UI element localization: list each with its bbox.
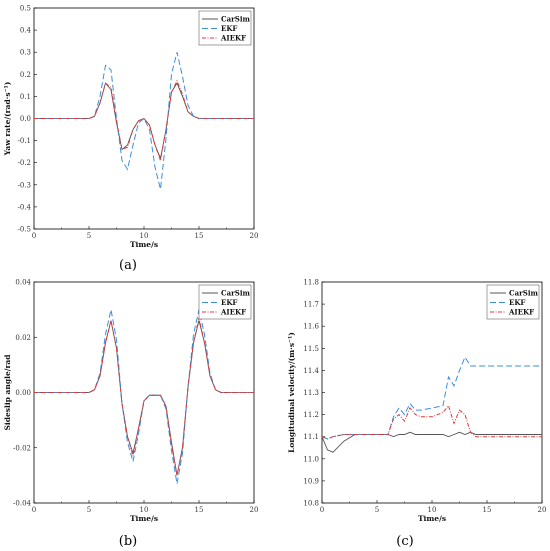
- legend-label-ekf: EKF: [221, 298, 237, 307]
- y-tick-label: 11.5: [303, 345, 319, 353]
- y-axis-label: Yaw rate/(rad·s⁻¹): [3, 82, 12, 157]
- y-tick-label: -0.2: [18, 159, 32, 167]
- x-tick-label: 5: [375, 506, 379, 514]
- legend-label-ekf: EKF: [221, 24, 237, 33]
- x-axis-label: Time/s: [130, 240, 158, 249]
- y-tick-label: 0.02: [15, 334, 31, 342]
- y-tick-label: 10.9: [303, 477, 319, 485]
- y-tick-label: 10.8: [303, 500, 319, 508]
- series-line-carsim: [322, 431, 542, 453]
- legend-label-aiekf: AIEKF: [220, 34, 246, 43]
- panel-a: 0 5 10 15 20 -0.5 -0.4 -0.3 -0.2 -0.1 0.0 0.1 0.2 0.3…: [3, 5, 258, 274]
- y-tick-label: 0.2: [20, 71, 31, 79]
- y-tick-label: 0.3: [20, 49, 31, 57]
- panel-c: 0 5 10 15 20 10.8 10.9 11.0 11.1 11.2 11.3 11.4 11.5…: [287, 279, 546, 550]
- x-tick-label: 0: [320, 506, 324, 514]
- series-line-aiekf: [34, 317, 254, 476]
- series-line-aiekf: [322, 404, 542, 440]
- x-tick-label: 5: [87, 232, 91, 240]
- y-tick-label: -0.02: [13, 444, 31, 452]
- legend-label-carsim: CarSim: [509, 289, 539, 298]
- y-tick-label: -0.4: [18, 203, 32, 211]
- x-axis-label: Time/s: [418, 514, 446, 523]
- y-tick-label: -0.04: [13, 500, 31, 508]
- y-tick-label: 11.7: [303, 301, 319, 309]
- y-tick-label: 11.2: [303, 411, 319, 419]
- x-tick-label: 20: [250, 232, 259, 240]
- y-tick-label: 0.04: [15, 279, 31, 287]
- x-axis-label: Time/s: [130, 514, 158, 523]
- x-tick-label: 10: [140, 232, 149, 240]
- x-tick-label: 15: [483, 506, 492, 514]
- panel-caption: (a): [119, 258, 137, 273]
- legend-label-aiekf: AIEKF: [220, 308, 246, 317]
- series-line-ekf: [34, 52, 254, 190]
- panel-caption: (c): [396, 534, 413, 549]
- x-tick-label: 0: [32, 506, 36, 514]
- y-tick-label: 11.0: [303, 455, 319, 463]
- y-axis-label: Longitudinal velocity/(m·s⁻¹): [287, 332, 296, 453]
- y-tick-label: 0.5: [20, 5, 31, 13]
- x-tick-label: 15: [195, 506, 204, 514]
- y-tick-label: 11.6: [303, 323, 319, 331]
- x-tick-label: 15: [195, 232, 204, 240]
- series-line-aiekf: [34, 79, 254, 163]
- x-tick-label: 5: [87, 506, 91, 514]
- x-tick-label: 0: [32, 232, 36, 240]
- y-tick-label: 0.1: [20, 93, 31, 101]
- y-tick-label: 0.0: [20, 115, 31, 123]
- y-tick-label: -0.5: [18, 226, 32, 234]
- panel-b: 0 5 10 15 20 -0.04 -0.02 0.00 0.02 0.04 Time/s Side…: [3, 279, 258, 550]
- legend-label-carsim: CarSim: [221, 289, 251, 298]
- legend-label-carsim: CarSim: [221, 15, 251, 24]
- y-tick-label: -0.1: [18, 137, 32, 145]
- x-tick-label: 20: [250, 506, 259, 514]
- y-axis-label: Sideslip angle/rad: [3, 354, 12, 431]
- y-tick-label: 11.3: [303, 389, 319, 397]
- x-tick-label: 10: [140, 506, 149, 514]
- y-tick-label: 11.8: [303, 279, 319, 287]
- legend-label-ekf: EKF: [509, 298, 525, 307]
- x-tick-label: 20: [538, 506, 547, 514]
- legend-label-aiekf: AIEKF: [508, 308, 534, 317]
- y-tick-label: 11.1: [303, 433, 319, 441]
- x-tick-label: 10: [428, 506, 437, 514]
- panel-caption: (b): [119, 534, 137, 549]
- y-tick-label: 11.4: [303, 367, 319, 375]
- y-tick-label: 0.00: [15, 389, 31, 397]
- y-tick-label: -0.3: [18, 181, 32, 189]
- y-tick-label: 0.4: [20, 27, 32, 35]
